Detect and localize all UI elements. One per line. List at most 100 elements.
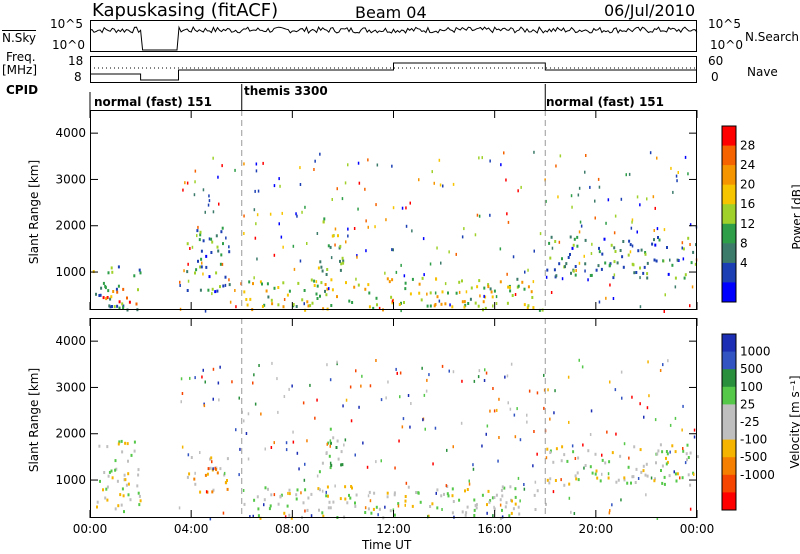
data-cell <box>651 242 654 246</box>
data-cell <box>326 268 329 271</box>
data-cell <box>209 517 212 521</box>
data-cell <box>543 388 546 392</box>
data-cell <box>304 488 307 492</box>
data-cell <box>666 452 669 456</box>
data-cell <box>345 398 348 402</box>
data-cell <box>503 486 506 490</box>
data-cell <box>569 235 572 239</box>
data-cell <box>538 308 541 312</box>
data-cell <box>691 285 694 289</box>
data-cell <box>315 292 318 296</box>
data-cell <box>193 193 196 197</box>
data-cell <box>303 478 306 482</box>
data-cell <box>560 459 563 463</box>
data-cell <box>654 418 657 422</box>
data-cell <box>304 509 306 513</box>
data-cell <box>662 259 664 263</box>
data-cell <box>345 240 347 244</box>
data-cell <box>436 295 439 299</box>
data-cell <box>263 303 266 307</box>
data-cell <box>539 232 542 236</box>
data-cell <box>207 203 210 207</box>
colorbar-tick-label: 500 <box>740 362 763 376</box>
freq-right-tick-bottom: 0 <box>711 70 719 84</box>
data-cell <box>492 304 494 308</box>
data-cell <box>552 490 555 494</box>
data-cell <box>376 163 379 167</box>
data-cell <box>477 304 480 308</box>
data-cell <box>514 435 517 439</box>
x-tick-label: 00:00 <box>680 522 715 536</box>
y-tick-label: 4000 <box>55 126 86 140</box>
data-cell <box>578 358 580 362</box>
data-cell <box>344 181 347 185</box>
data-cell <box>511 294 514 297</box>
data-cell <box>653 479 656 483</box>
y-tick-label: 3000 <box>55 380 86 394</box>
data-cell <box>653 229 655 232</box>
data-cell <box>254 402 257 406</box>
data-cell <box>277 410 279 414</box>
data-cell <box>439 183 442 187</box>
data-cell <box>329 444 331 448</box>
data-cell <box>324 283 327 286</box>
data-cell <box>472 463 474 467</box>
data-cell <box>517 284 520 288</box>
data-cell <box>652 195 655 199</box>
data-cell <box>404 281 407 285</box>
data-cell <box>235 305 237 309</box>
data-cell <box>113 305 116 309</box>
data-cell <box>330 441 332 445</box>
data-cell <box>464 303 467 307</box>
data-cell <box>552 460 555 464</box>
data-cell <box>353 285 356 289</box>
data-cell <box>399 395 401 399</box>
data-cell <box>329 439 332 443</box>
data-cell <box>269 504 272 508</box>
data-cell <box>133 274 136 278</box>
data-cell <box>448 369 450 373</box>
data-cell <box>616 261 619 265</box>
data-cell <box>137 468 140 472</box>
data-cell <box>218 398 220 402</box>
data-cell <box>217 249 220 253</box>
data-cell <box>484 295 487 299</box>
data-cell <box>598 246 600 250</box>
data-cell <box>368 305 371 309</box>
data-cell <box>125 483 128 487</box>
data-cell <box>669 450 671 454</box>
colorbar-cell <box>722 474 736 493</box>
data-cell <box>473 508 476 512</box>
data-cell <box>506 301 509 305</box>
data-cell <box>617 478 620 482</box>
data-cell <box>339 244 342 248</box>
data-cell <box>473 514 476 517</box>
nave-label: Nave <box>747 65 778 79</box>
colorbar-cell <box>722 184 736 205</box>
data-cell <box>341 463 344 467</box>
data-cell <box>608 511 611 515</box>
data-cell <box>550 235 553 239</box>
data-cell <box>466 488 469 491</box>
data-cell <box>337 234 339 238</box>
data-cell <box>197 259 199 263</box>
data-cell <box>107 474 110 478</box>
data-cell <box>623 442 626 446</box>
data-cell <box>435 491 437 495</box>
data-cell <box>110 469 113 473</box>
data-cell <box>326 442 328 446</box>
data-cell <box>199 233 202 237</box>
data-cell <box>474 301 477 305</box>
data-cell <box>364 287 367 291</box>
data-cell <box>686 443 689 447</box>
data-cell <box>505 501 508 505</box>
data-cell <box>356 255 358 259</box>
data-cell <box>326 363 328 367</box>
data-cell <box>598 185 601 189</box>
data-cell <box>533 150 535 154</box>
data-cell <box>317 487 320 491</box>
data-cell <box>663 482 666 486</box>
data-cell <box>554 389 556 393</box>
data-cell <box>440 261 442 265</box>
x-tick-label: 04:00 <box>174 522 209 536</box>
